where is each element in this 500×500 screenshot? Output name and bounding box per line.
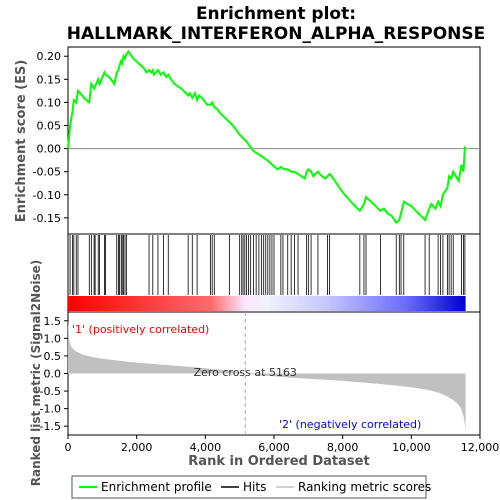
x-axis-label: Rank in Ordered Dataset bbox=[188, 454, 369, 469]
rank-color-bar bbox=[68, 296, 466, 311]
es-y-tick-label: 0.15 bbox=[37, 73, 62, 86]
chart-title-line1: Enrichment plot: bbox=[196, 4, 356, 24]
enrichment-profile-line bbox=[67, 49, 466, 224]
es-y-tick-label: -0.10 bbox=[33, 189, 61, 202]
chart-title-line2: HALLMARK_INTERFERON_ALPHA_RESPONSE bbox=[67, 24, 486, 44]
es-y-axis-label: Enrichment score (ES) bbox=[14, 60, 29, 223]
es-y-tick-label: 0.10 bbox=[37, 96, 62, 109]
ranking-y-tick-label: 0.5 bbox=[44, 350, 62, 363]
zero-cross-label: Zero cross at 5163 bbox=[194, 366, 297, 379]
es-y-tick-label: 0.00 bbox=[37, 143, 62, 156]
ranking-metric-area bbox=[68, 320, 466, 430]
legend: Enrichment profile Hits Ranking metric s… bbox=[71, 475, 431, 499]
es-y-tick-label: 0.05 bbox=[37, 119, 62, 132]
x-tick-label: 0 bbox=[65, 441, 72, 454]
x-tick-label: 12,000 bbox=[461, 441, 500, 454]
legend-frame bbox=[71, 475, 427, 499]
ranking-y-tick-label: 1.5 bbox=[44, 315, 62, 328]
legend-label-hits: Hits bbox=[243, 480, 266, 494]
es-panel-frame bbox=[67, 46, 481, 235]
x-tick-label: 6,000 bbox=[258, 441, 290, 454]
ranking-y-tick-label: 1.0 bbox=[44, 332, 62, 345]
ranking-y-tick-label: -0.5 bbox=[40, 385, 61, 398]
ranking-y-tick-label: -1.5 bbox=[40, 420, 61, 433]
x-tick-label: 10,000 bbox=[392, 441, 431, 454]
x-tick-label: 8,000 bbox=[327, 441, 359, 454]
positive-correlation-label: '1' (positively correlated) bbox=[72, 323, 209, 336]
ranking-y-axis-label: Ranked list metric (Signal2Noise) bbox=[29, 260, 43, 487]
legend-label-profile: Enrichment profile bbox=[101, 480, 212, 494]
legend-label-ranking: Ranking metric scores bbox=[298, 480, 431, 494]
es-y-tick-label: -0.15 bbox=[33, 212, 61, 225]
es-y-tick-label: 0.20 bbox=[37, 50, 62, 63]
es-y-tick-label: -0.05 bbox=[33, 166, 61, 179]
ranking-y-tick-label: -1.0 bbox=[40, 403, 61, 416]
ranking-y-tick-label: 0.0 bbox=[44, 368, 62, 381]
x-tick-label: 4,000 bbox=[190, 441, 222, 454]
x-tick-label: 2,000 bbox=[121, 441, 153, 454]
negative-correlation-label: '2' (negatively correlated) bbox=[279, 418, 421, 431]
